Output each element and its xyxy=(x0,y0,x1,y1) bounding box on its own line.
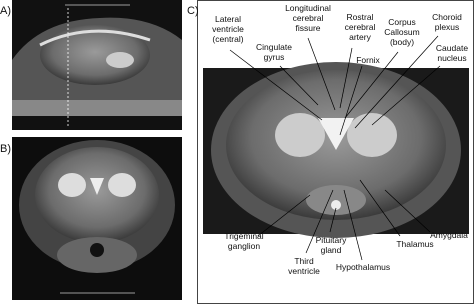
label-line: Fornix xyxy=(356,55,380,65)
label-line: Caudate xyxy=(436,43,468,53)
label-line: plexus xyxy=(435,22,460,32)
panel-c: C) Lateral ventricle (central) Longit xyxy=(187,0,474,304)
svg-text:Hypothalamus: Hypothalamus xyxy=(336,262,390,272)
label-line: (central) xyxy=(212,34,243,44)
label-line: Lateral xyxy=(215,14,241,24)
labels: Lateral ventricle (central) Longitudinal ce… xyxy=(212,3,468,276)
svg-text:Thalamus: Thalamus xyxy=(396,239,433,249)
svg-text:Fornix: Fornix xyxy=(356,55,380,65)
label-line: Third xyxy=(294,256,314,266)
leader-lines xyxy=(229,35,441,261)
label-line: Thalamus xyxy=(396,239,433,249)
label-line: Hypothalamus xyxy=(336,262,390,272)
label-line: Choroid xyxy=(432,12,462,22)
label-line: Amygdala xyxy=(430,230,468,240)
panel-b: B) xyxy=(0,137,182,300)
label-line: ventricle xyxy=(288,266,320,276)
label-line: gland xyxy=(321,245,342,255)
label-line: Cingulate xyxy=(256,42,292,52)
label-line: gyrus xyxy=(264,52,285,62)
label-line: nucleus xyxy=(437,53,466,63)
panel-label: C) xyxy=(187,5,199,17)
panel-label: B) xyxy=(0,143,11,155)
label-line: ganglion xyxy=(228,241,260,251)
label-line: cerebral xyxy=(345,22,376,32)
label-line: cerebral xyxy=(293,13,324,23)
label-line: Pituitary xyxy=(316,235,347,245)
label-line: fissure xyxy=(295,23,320,33)
label-line: ventricle xyxy=(212,24,244,34)
label-line: Trigeminal xyxy=(224,231,263,241)
label-line: Corpus xyxy=(388,17,415,27)
label-line: (body) xyxy=(390,37,414,47)
svg-text:Amygdala: Amygdala xyxy=(430,230,468,240)
label-line: Rostral xyxy=(347,12,374,22)
panel-label: A) xyxy=(0,5,11,17)
label-line: artery xyxy=(349,32,371,42)
label-line: Callosum xyxy=(384,27,419,37)
label-line: Longitudinal xyxy=(285,3,331,13)
panel-a: A) xyxy=(0,0,182,130)
brain xyxy=(40,25,150,85)
